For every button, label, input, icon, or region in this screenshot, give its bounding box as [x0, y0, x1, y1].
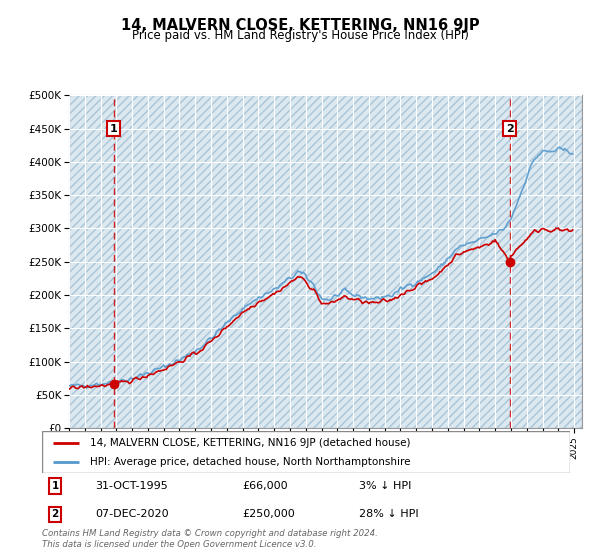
Text: 14, MALVERN CLOSE, KETTERING, NN16 9JP (detached house): 14, MALVERN CLOSE, KETTERING, NN16 9JP (… — [89, 437, 410, 447]
Bar — [69, 95, 582, 428]
Text: HPI: Average price, detached house, North Northamptonshire: HPI: Average price, detached house, Nort… — [89, 457, 410, 467]
Text: 3% ↓ HPI: 3% ↓ HPI — [359, 481, 411, 491]
Text: Price paid vs. HM Land Registry's House Price Index (HPI): Price paid vs. HM Land Registry's House … — [131, 29, 469, 42]
Text: £250,000: £250,000 — [242, 509, 295, 519]
Text: £66,000: £66,000 — [242, 481, 288, 491]
Text: 2: 2 — [506, 124, 514, 133]
Text: 1: 1 — [110, 124, 118, 133]
Text: 28% ↓ HPI: 28% ↓ HPI — [359, 509, 418, 519]
Text: Contains HM Land Registry data © Crown copyright and database right 2024.
This d: Contains HM Land Registry data © Crown c… — [42, 529, 378, 549]
Text: 31-OCT-1995: 31-OCT-1995 — [95, 481, 167, 491]
Text: 07-DEC-2020: 07-DEC-2020 — [95, 509, 169, 519]
Text: 1: 1 — [52, 481, 59, 491]
Text: 2: 2 — [52, 509, 59, 519]
Text: 14, MALVERN CLOSE, KETTERING, NN16 9JP: 14, MALVERN CLOSE, KETTERING, NN16 9JP — [121, 18, 479, 34]
